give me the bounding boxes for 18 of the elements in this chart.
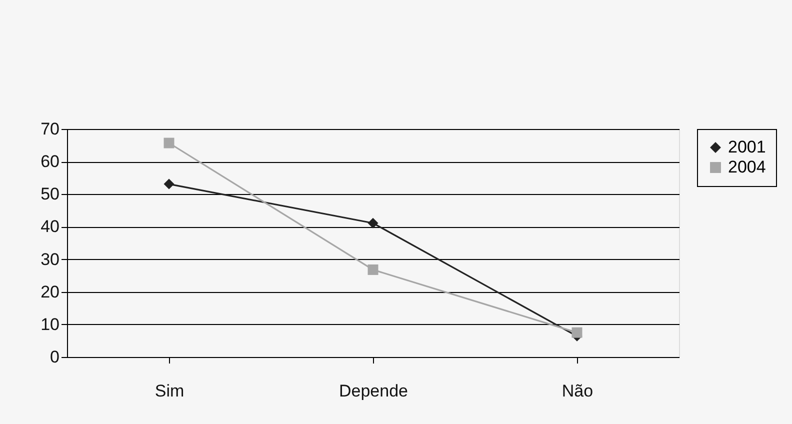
x-tick-label: Depende [338,382,408,400]
y-tick-label: 40 [40,217,60,236]
point [164,178,174,190]
y-tick-label: 50 [40,184,60,204]
y-tick-label: 20 [40,282,60,302]
point [368,218,378,228]
point [572,327,582,338]
point [164,138,174,148]
y-tick-label: 10 [40,314,60,334]
y-tick-label: 60 [40,152,60,172]
y-tick-label: 0 [50,348,60,366]
legend-label: 2004 [728,158,766,176]
legend-label: 2001 [728,138,766,156]
x-tick-label: Não [562,382,594,400]
point [368,264,378,275]
x-tick-label: Sim [154,382,184,400]
y-tick-label: 70 [40,120,60,138]
y-tick-label: 30 [40,250,60,269]
